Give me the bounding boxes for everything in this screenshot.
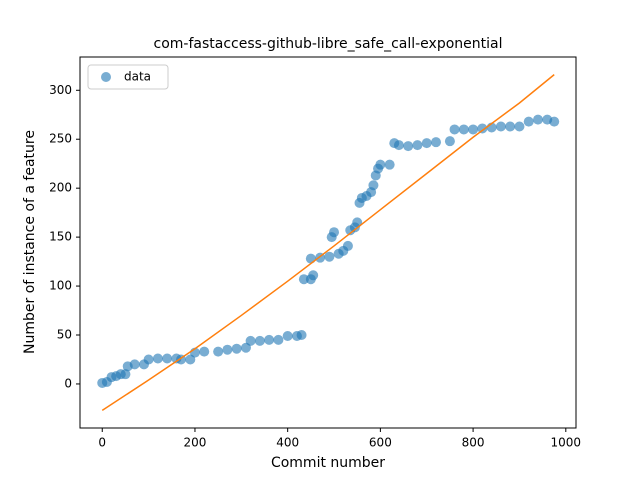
data-point [308,270,319,281]
data-point [245,335,256,346]
y-tick-label: 300 [49,83,72,97]
data-point [375,159,386,170]
data-point [458,124,469,135]
data-point [152,353,163,364]
y-tick-label: 150 [49,230,72,244]
data-point [505,121,516,132]
x-axis-label: Commit number [271,455,385,471]
data-point [305,253,316,264]
data-point [495,121,506,132]
fit-line [101,74,555,412]
data-point [143,354,154,365]
data-point [296,330,307,341]
data-point [532,114,543,125]
data-point [254,335,265,346]
data-point [213,346,224,357]
data-point [384,159,395,170]
x-tick-label: 200 [184,436,207,450]
data-point [523,116,534,127]
data-point [199,346,210,357]
chart-title: com-fastaccess-github-libre_safe_call-ex… [154,36,503,52]
data-point [120,369,131,380]
x-tick-label: 800 [462,436,485,450]
legend-marker [101,72,111,82]
data-point [403,141,414,152]
data-point [449,124,460,135]
data-point [412,140,423,151]
data-point [282,330,293,341]
data-point [431,137,442,148]
data-point [368,180,379,191]
data-point [468,124,479,135]
y-tick-label: 50 [57,328,72,342]
data-point [477,123,488,134]
data-point [273,334,284,345]
data-point [162,353,173,364]
data-point [324,251,335,262]
data-point [222,344,233,355]
data-point [514,121,525,132]
data-point [421,138,432,149]
data-point [298,274,309,285]
data-point [342,240,353,251]
y-tick-label: 100 [49,279,72,293]
data-point [129,359,140,370]
data-point [231,343,242,354]
x-tick-label: 0 [98,436,106,450]
y-tick-label: 200 [49,181,72,195]
legend-label: data [124,70,151,84]
y-tick-label: 250 [49,132,72,146]
x-tick-label: 400 [276,436,299,450]
data-point [444,136,455,147]
data-point [329,227,340,238]
y-tick-label: 0 [64,376,72,390]
data-point [549,116,560,127]
y-axis-label: Number of instance of a feature [22,130,38,354]
x-tick-label: 1000 [551,436,582,450]
x-tick-label: 600 [369,436,392,450]
legend-box [87,64,169,90]
data-point [264,334,275,345]
data-point [393,140,404,151]
plot-frame [79,56,577,429]
